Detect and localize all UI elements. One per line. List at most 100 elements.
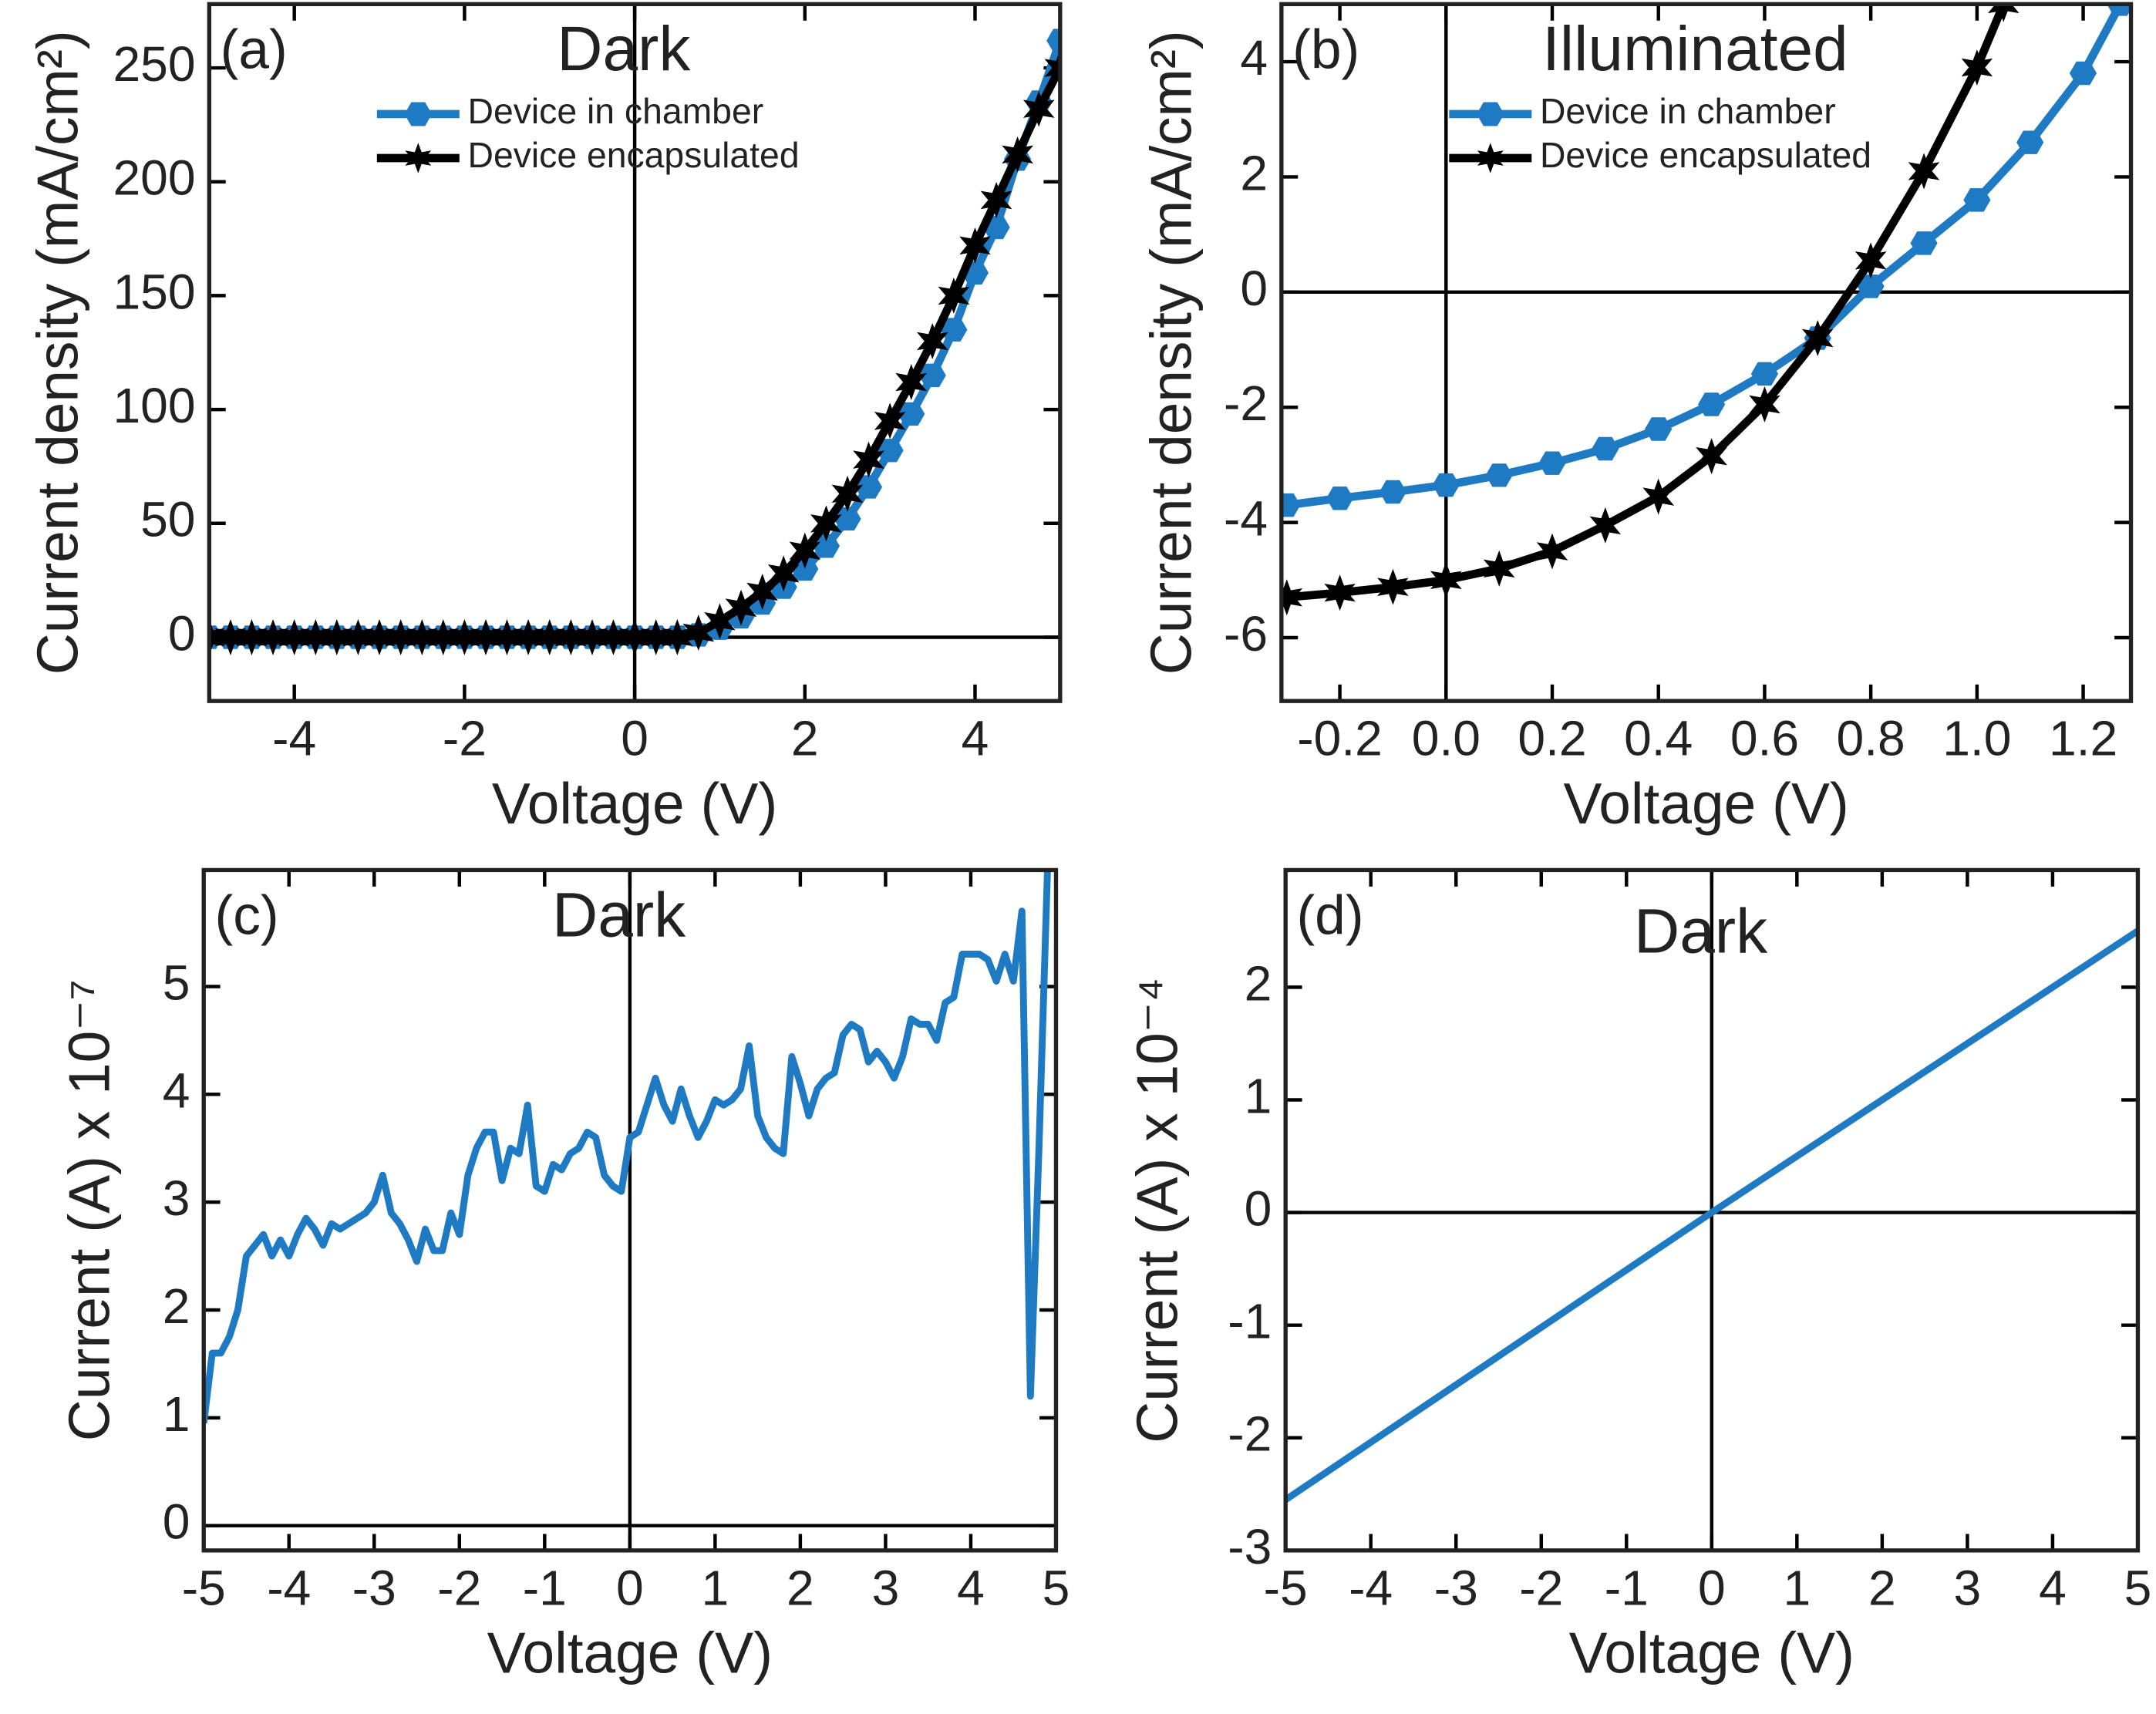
marker — [1698, 392, 1726, 416]
panel: -5 -4 -3 -2 -1 0 1 2 3 4 5 0 1 2 3 4 5 (c) Dark Voltage (V)… — [56, 867, 1070, 1685]
x-tick-label: 1.2 — [2049, 711, 2117, 766]
marker — [1696, 438, 1727, 475]
x-tick-label: -4 — [272, 711, 316, 766]
x-tick-label: 4 — [2039, 1560, 2067, 1615]
x-tick-label: -3 — [1434, 1560, 1478, 1615]
marker — [2107, 4, 2131, 16]
marker — [1485, 463, 1513, 487]
x-tick-label: 0.0 — [1412, 711, 1481, 766]
x-tick-label: 1 — [1783, 1560, 1811, 1615]
marker — [1801, 320, 1834, 356]
y-tick-label: -2 — [1224, 375, 1268, 431]
plot-area — [1285, 928, 2138, 1503]
marker — [746, 573, 778, 610]
annotation: Dark — [552, 880, 686, 950]
legend-marker — [1477, 143, 1504, 173]
y-tick-label: -4 — [1224, 491, 1268, 547]
marker — [1963, 188, 1991, 212]
y-tick-label: -6 — [1224, 606, 1268, 662]
y-axis-title: Current density (mA/cm²) — [1138, 30, 1203, 675]
y-tick-label: 150 — [113, 264, 195, 319]
marker — [1046, 29, 1060, 52]
legend-label: Device in chamber — [467, 91, 763, 131]
annotation: Dark — [1634, 897, 1768, 967]
x-axis-title: Voltage (V) — [487, 1621, 773, 1685]
y-tick-label: 4 — [163, 1062, 190, 1118]
x-tick-label: 0 — [616, 1560, 644, 1615]
legend-marker — [1476, 102, 1504, 126]
legend-label: Device encapsulated — [1540, 135, 1871, 175]
marker — [1645, 417, 1673, 441]
y-axis-title: Current (A) x 10⁻⁴ — [1125, 978, 1190, 1443]
x-tick-label: 0.8 — [1837, 711, 1905, 766]
x-tick-label: 4 — [957, 1560, 985, 1615]
x-tick-label: -0.2 — [1297, 711, 1383, 766]
marker — [767, 555, 800, 592]
marker — [959, 227, 991, 264]
x-tick-label: -5 — [1264, 1560, 1308, 1615]
marker — [1536, 533, 1568, 570]
y-tick-label: -2 — [1228, 1406, 1272, 1462]
marker — [1961, 49, 1993, 86]
x-axis-title: Voltage (V) — [1564, 771, 1849, 836]
legend-marker — [405, 143, 432, 173]
marker — [1908, 153, 1940, 190]
x-tick-label: 2 — [791, 711, 819, 766]
legend-label: Device encapsulated — [467, 135, 799, 175]
marker — [1432, 473, 1460, 497]
annotation: Dark — [557, 14, 691, 84]
x-tick-label: -2 — [1519, 1560, 1563, 1615]
marker — [1642, 478, 1675, 515]
series-line — [204, 870, 1051, 1424]
x-axis-title: Voltage (V) — [1569, 1621, 1854, 1685]
marker — [1324, 574, 1356, 611]
x-tick-label: -2 — [443, 711, 487, 766]
y-tick-label: 250 — [113, 36, 195, 92]
y-tick-label: 1 — [1245, 1068, 1272, 1123]
y-tick-label: 200 — [113, 150, 195, 206]
x-tick-label: 1 — [702, 1560, 729, 1615]
x-tick-label: 0.4 — [1624, 711, 1693, 766]
marker — [1022, 90, 1055, 127]
marker — [874, 402, 906, 439]
x-tick-label: 0.2 — [1518, 711, 1586, 766]
y-tick-label: 5 — [163, 955, 190, 1010]
x-tick-label: 0 — [1698, 1560, 1726, 1615]
y-tick-label: -3 — [1228, 1519, 1272, 1574]
x-tick-label: 3 — [872, 1560, 900, 1615]
marker — [2069, 61, 2097, 86]
y-tick-label: 2 — [1240, 145, 1268, 200]
marker — [1854, 242, 1887, 279]
marker — [1910, 231, 1938, 255]
x-tick-label: -1 — [1605, 1560, 1649, 1615]
y-tick-label: 0 — [163, 1494, 190, 1550]
marker — [725, 589, 757, 626]
series-line — [1285, 928, 2138, 1503]
marker — [938, 278, 970, 314]
y-tick-label: 100 — [113, 378, 195, 433]
x-tick-label: -4 — [1349, 1560, 1393, 1615]
y-tick-label: 2 — [1245, 955, 1272, 1011]
y-axis-title: Current (A) x 10⁻⁷ — [56, 979, 121, 1441]
frame — [1283, 867, 2141, 1553]
x-tick-label: 0.6 — [1730, 711, 1799, 766]
marker — [1326, 486, 1354, 510]
marker — [980, 181, 1012, 218]
y-tick-label: 4 — [1240, 30, 1268, 86]
marker — [831, 475, 864, 512]
marker — [1750, 362, 1779, 386]
panel-label: (a) — [221, 19, 288, 80]
marker — [1379, 480, 1406, 504]
frame — [1279, 2, 2134, 703]
frame — [207, 2, 1063, 703]
x-tick-label: 4 — [962, 711, 989, 766]
x-tick-label: 2 — [1868, 1560, 1896, 1615]
plot-area — [1281, 4, 2131, 616]
marker — [1044, 49, 1060, 86]
y-tick-label: 0 — [168, 605, 196, 661]
panel-label: (c) — [214, 884, 278, 946]
marker — [789, 532, 821, 569]
marker — [1538, 451, 1566, 475]
x-tick-label: 2 — [787, 1560, 814, 1615]
